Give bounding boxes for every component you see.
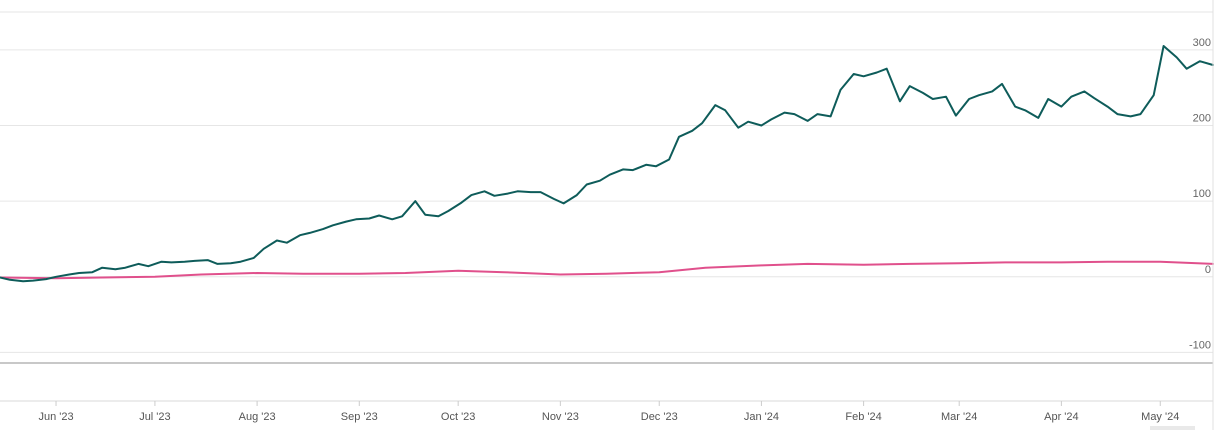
y-tick-label: -100	[1189, 339, 1211, 351]
x-tick-label: Jan '24	[744, 411, 779, 423]
y-tick-label: 200	[1193, 112, 1211, 124]
series-line	[0, 45, 1214, 283]
x-axis-ticks: Jun '23 Jul '23 Aug '23 Sep '23 Oct '23 Nov '…	[38, 401, 1179, 423]
y-tick-label: 300	[1193, 37, 1211, 49]
y-tick-label: 100	[1193, 188, 1211, 200]
x-tick-label: Nov '23	[542, 411, 579, 423]
x-tick-label: Dec '23	[641, 411, 678, 423]
x-tick-label: Jul '23	[139, 411, 170, 423]
gridlines	[0, 11, 1213, 353]
y-axis-ticks: 300 200 100 0 -100	[1189, 37, 1211, 352]
series-line	[0, 260, 1214, 280]
x-tick-label: Aug '23	[239, 411, 276, 423]
y-tick-label: 0	[1205, 264, 1211, 276]
x-tick-label: Feb '24	[845, 411, 881, 423]
x-tick-label: Sep '23	[341, 411, 378, 423]
scrollbar-handle[interactable]	[1150, 426, 1195, 430]
x-tick-label: Jun '23	[38, 411, 73, 423]
x-tick-label: May '24	[1141, 411, 1179, 423]
x-tick-label: Mar '24	[941, 411, 977, 423]
x-tick-label: Oct '23	[441, 411, 476, 423]
x-tick-label: Apr '24	[1044, 411, 1079, 423]
series-lines	[0, 45, 1214, 283]
